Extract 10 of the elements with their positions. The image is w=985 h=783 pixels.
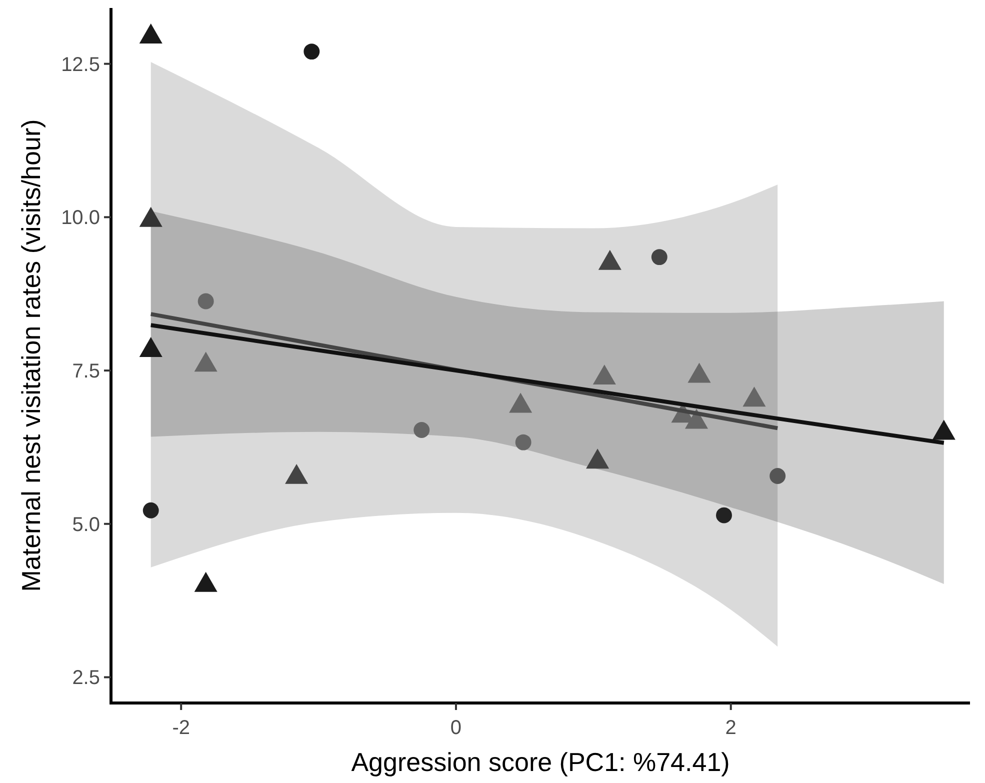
x-axis-title: Aggression score (PC1: %74.41) [351,747,730,777]
y-tick-label: 12.5 [61,54,100,76]
x-tick-label: 2 [725,717,736,739]
y-tick-label: 5.0 [72,514,100,536]
y-tick-label: 10.0 [61,207,100,230]
x-tick-label: 0 [450,717,462,739]
y-axis-title: Maternal nest visitation rates (visits/hour) [16,119,46,592]
y-tick-label: 2.5 [72,667,100,690]
x-tick-label: -2 [172,717,190,739]
y-tick-label: 7.5 [72,360,100,383]
